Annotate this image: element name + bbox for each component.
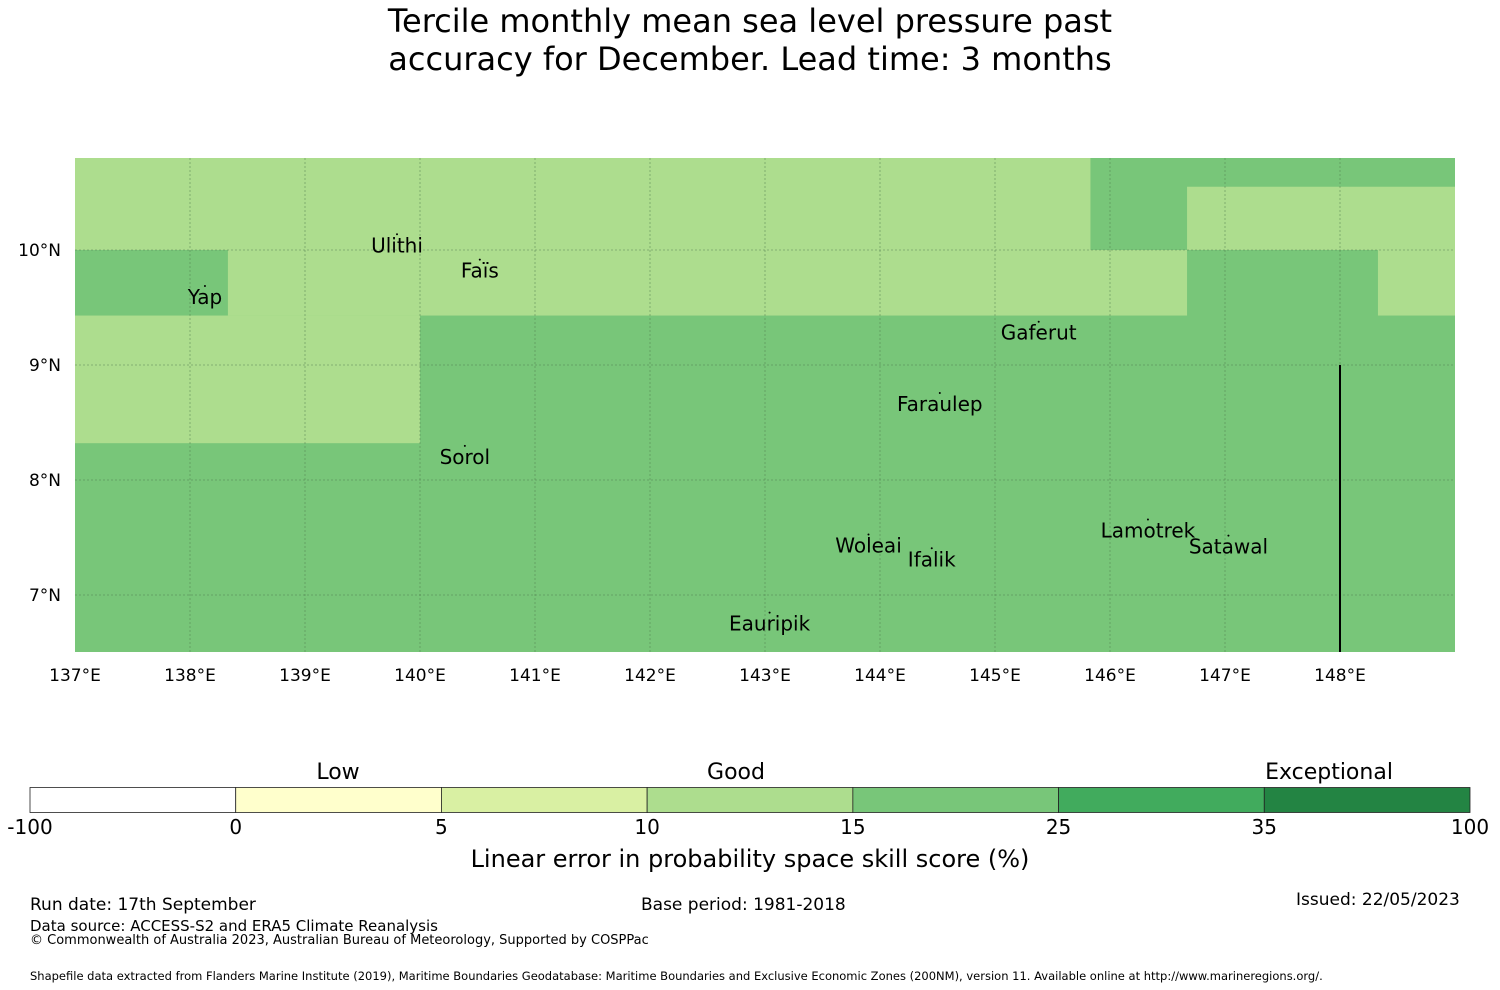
island-marker bbox=[463, 444, 466, 447]
title-line-1: Tercile monthly mean sea level pressure … bbox=[387, 2, 1113, 40]
lon-tick-label: 140°E bbox=[394, 666, 446, 686]
place-label: Woleai bbox=[835, 533, 902, 557]
lon-tick-label: 146°E bbox=[1084, 666, 1136, 686]
colorbar-label-exceptional: Exceptional bbox=[1265, 760, 1393, 785]
island-marker bbox=[768, 611, 771, 614]
colorbar-tick-label: 0 bbox=[229, 815, 243, 839]
lat-tick-label: 7°N bbox=[29, 586, 61, 606]
colorbar-bin-5-to-10 bbox=[441, 787, 648, 813]
skill-cell-5 bbox=[75, 315, 420, 444]
run-date: Run date: 17th September bbox=[30, 895, 256, 915]
lon-tick-label: 144°E bbox=[854, 666, 906, 686]
colorbar-bin-10-to-15 bbox=[646, 787, 854, 813]
skill-cell-6 bbox=[227, 250, 420, 316]
skill-cell-2 bbox=[1187, 186, 1455, 250]
colorbar-tick-label: 25 bbox=[1045, 815, 1072, 839]
lon-tick-label: 139°E bbox=[279, 666, 331, 686]
base-period: Base period: 1981-2018 bbox=[641, 895, 846, 915]
island-marker bbox=[478, 258, 481, 261]
island-marker bbox=[203, 285, 206, 288]
axis-labels: 10°N 9°N 8°N 7°N 137°E 138°E 139°E 140°E 141°E 14… bbox=[18, 241, 1366, 686]
colorbar-bin--100-to-0 bbox=[29, 787, 237, 813]
chart-title: Tercile monthly mean sea level pressure … bbox=[0, 2, 1500, 78]
colorbar-tick-label: -100 bbox=[7, 815, 53, 839]
place-label: Ifalik bbox=[908, 547, 956, 571]
colorbar-title: Linear error in probability space skill … bbox=[470, 845, 1030, 873]
island-marker bbox=[938, 392, 941, 394]
skill-cell-1 bbox=[75, 158, 1091, 250]
lon-tick-label: 145°E bbox=[969, 666, 1021, 686]
lat-tick-label: 8°N bbox=[29, 471, 61, 491]
island-marker bbox=[867, 533, 870, 536]
island-marker bbox=[1227, 534, 1230, 537]
place-label: Satawal bbox=[1189, 535, 1268, 559]
lon-tick-label: 137°E bbox=[49, 666, 101, 686]
colorbar-label-low: Low bbox=[316, 760, 360, 785]
shapefile-credit: Shapefile data extracted from Flanders M… bbox=[30, 969, 1323, 983]
colorbar-bin-35-to-100 bbox=[1263, 787, 1471, 813]
island-marker bbox=[1146, 518, 1149, 521]
colorbar-tick-label: 35 bbox=[1251, 815, 1278, 839]
place-label: Gaferut bbox=[1001, 321, 1077, 345]
lon-tick-label: 148°E bbox=[1314, 666, 1366, 686]
place-label: Eauripik bbox=[729, 612, 811, 636]
colorbar bbox=[29, 787, 1471, 813]
colorbar-tick-label: 5 bbox=[435, 815, 448, 839]
place-label: Faïs bbox=[461, 259, 499, 283]
colorbar-bin-25-to-35 bbox=[1058, 787, 1265, 813]
colorbar-tick-label: 10 bbox=[634, 815, 660, 839]
skill-cell-4 bbox=[1377, 250, 1455, 316]
skill-cells bbox=[75, 158, 1455, 652]
copyright: © Commonwealth of Australia 2023, Austra… bbox=[30, 933, 649, 948]
place-labels: Ulithi Faïs Yap Gaferut Faraulep Sorol WoleaiI… bbox=[187, 233, 1268, 636]
colorbar-tick-label: 100 bbox=[1450, 815, 1490, 839]
colorbar-bin-0-to-5 bbox=[235, 787, 442, 813]
place-label: Faraulep bbox=[897, 392, 983, 416]
place-label: Lamotrek bbox=[1101, 519, 1196, 543]
colorbar-tick-label: 15 bbox=[840, 815, 866, 839]
lon-tick-label: 141°E bbox=[509, 666, 561, 686]
island-marker bbox=[396, 233, 398, 236]
place-label: Sorol bbox=[440, 445, 491, 469]
place-label: Yap bbox=[187, 285, 222, 309]
title-line-2: accuracy for December. Lead time: 3 mont… bbox=[388, 40, 1112, 78]
lat-tick-label: 10°N bbox=[18, 241, 61, 261]
island-marker bbox=[930, 547, 933, 550]
lon-tick-label: 147°E bbox=[1199, 666, 1251, 686]
issued-date: Issued: 22/05/2023 bbox=[1296, 890, 1460, 910]
data-source: Data source: ACCESS-S2 and ERA5 Climate … bbox=[30, 917, 438, 935]
graticule bbox=[75, 158, 1455, 652]
lat-tick-label: 9°N bbox=[29, 356, 61, 376]
island-marker bbox=[1037, 320, 1040, 323]
colorbar-label-good: Good bbox=[707, 760, 765, 785]
lon-tick-label: 143°E bbox=[739, 666, 791, 686]
place-label: Ulithi bbox=[371, 233, 423, 257]
skill-map: Ulithi Faïs Yap Gaferut Faraulep Sorol WoleaiI… bbox=[18, 158, 1455, 686]
lon-tick-label: 142°E bbox=[624, 666, 676, 686]
colorbar-bin-15-to-25 bbox=[852, 787, 1059, 813]
lon-tick-label: 138°E bbox=[164, 666, 216, 686]
